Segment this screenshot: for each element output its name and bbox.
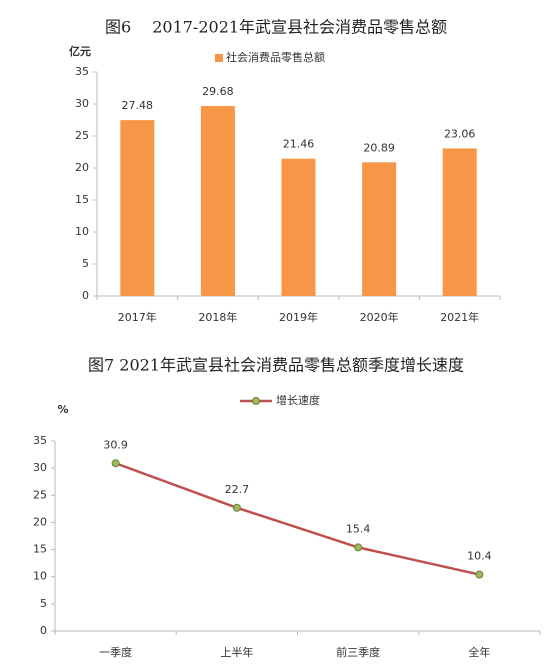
y-tick-label: 25 <box>33 488 47 501</box>
y-tick-label: 0 <box>40 624 47 637</box>
y-tick-label: 25 <box>75 129 89 142</box>
bar <box>362 162 397 296</box>
data-label: 27.48 <box>122 99 154 112</box>
legend-label: 增长速度 <box>276 393 320 407</box>
data-label: 15.4 <box>346 522 371 535</box>
y-tick-label: 15 <box>75 193 89 206</box>
x-tick-label: 全年 <box>468 645 490 659</box>
x-tick-label: 上半年 <box>220 645 253 659</box>
x-tick-label: 2018年 <box>198 310 237 324</box>
y-axis-label: % <box>57 403 68 416</box>
y-tick-label: 5 <box>40 597 47 610</box>
chart-title: 图6 2017-2021年武宣县社会消费品零售总额 <box>105 18 447 37</box>
y-tick-label: 5 <box>82 257 89 270</box>
bar <box>200 106 235 296</box>
data-label: 23.06 <box>444 127 476 140</box>
y-tick-label: 20 <box>33 515 47 528</box>
y-tick-label: 35 <box>75 65 89 78</box>
y-tick-label: 35 <box>33 434 47 447</box>
bar <box>120 120 155 297</box>
bar <box>281 158 316 296</box>
legend-marker <box>252 397 260 405</box>
marker <box>354 543 363 552</box>
bar <box>442 148 477 296</box>
y-tick-label: 30 <box>33 461 47 474</box>
legend-swatch <box>215 54 223 62</box>
x-tick-label: 2021年 <box>440 310 479 324</box>
x-tick-label: 前三季度 <box>336 645 380 659</box>
x-tick-label: 一季度 <box>99 645 132 659</box>
y-tick-label: 10 <box>33 570 47 583</box>
chart-title: 图7 2021年武宣县社会消费品零售总额季度增长速度 <box>88 356 464 375</box>
x-tick-label: 2019年 <box>279 310 318 324</box>
y-tick-label: 15 <box>33 543 47 556</box>
y-tick-label: 0 <box>82 289 89 302</box>
legend-label: 社会消费品零售总额 <box>226 50 325 64</box>
data-label: 10.4 <box>467 550 492 563</box>
data-label: 21.46 <box>283 138 315 151</box>
x-tick-label: 2017年 <box>118 310 157 324</box>
data-label: 29.68 <box>202 85 234 98</box>
marker <box>232 503 241 512</box>
y-tick-label: 30 <box>75 97 89 110</box>
data-label: 22.7 <box>225 483 250 496</box>
marker <box>111 459 120 468</box>
y-axis-label: 亿元 <box>69 44 91 58</box>
data-label: 20.89 <box>363 141 395 154</box>
y-tick-label: 10 <box>75 225 89 238</box>
line <box>115 462 480 576</box>
y-tick-label: 20 <box>75 161 89 174</box>
x-tick-label: 2020年 <box>360 310 399 324</box>
marker <box>475 570 484 579</box>
data-label: 30.9 <box>103 438 128 451</box>
